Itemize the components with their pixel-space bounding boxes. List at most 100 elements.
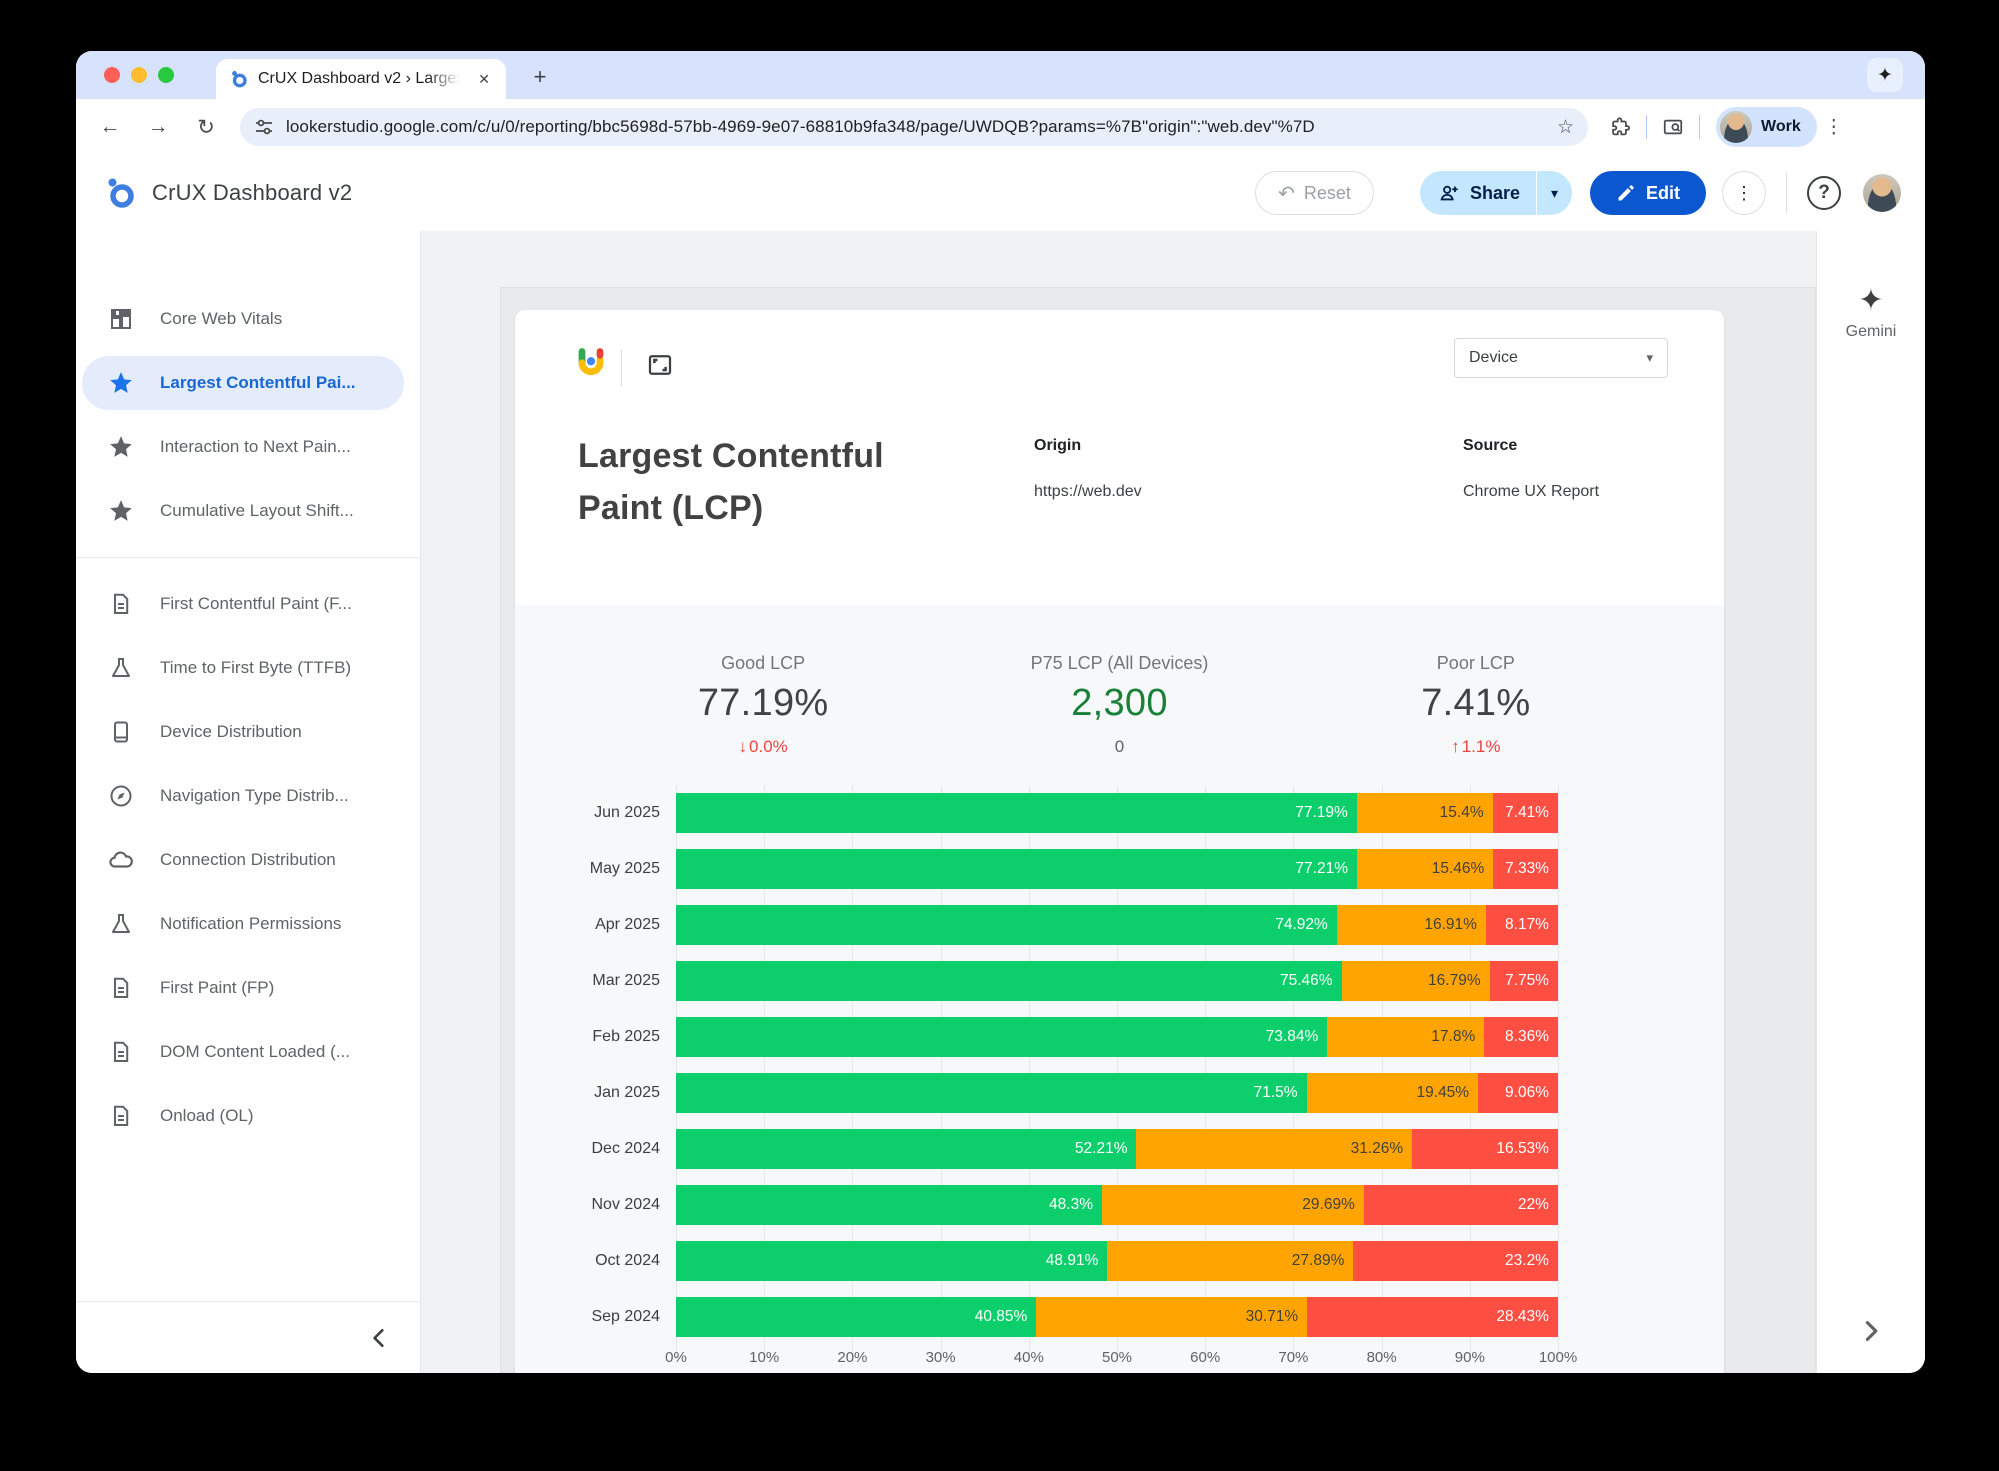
bar-segment-poor[interactable]: 28.43% <box>1307 1297 1558 1337</box>
forward-button[interactable]: → <box>147 115 169 138</box>
bar-segment-poor[interactable]: 8.36% <box>1484 1017 1558 1057</box>
more-options-button[interactable]: ⋮ <box>1722 171 1766 215</box>
bar-segment-needs-improvement[interactable]: 16.91% <box>1336 905 1486 945</box>
bar-segment-needs-improvement[interactable]: 29.69% <box>1102 1185 1364 1225</box>
sidebar-item-first-paint-fp[interactable]: First Paint (FP) <box>76 956 420 1020</box>
bar-segment-poor[interactable]: 22% <box>1363 1185 1558 1225</box>
looker-studio-header: CrUX Dashboard v2 ↶ Reset Share ▾ <box>76 155 1925 231</box>
back-button[interactable]: ← <box>99 115 121 138</box>
close-window-button[interactable] <box>104 67 120 83</box>
bar-row: Nov 2024 48.3% 29.69% 22% <box>592 1185 1558 1225</box>
bar-segment-poor[interactable]: 7.75% <box>1489 961 1558 1001</box>
bar-segment-needs-improvement[interactable]: 17.8% <box>1327 1017 1485 1057</box>
bar-segment-needs-improvement[interactable]: 31.26% <box>1136 1129 1413 1169</box>
reset-button[interactable]: ↶ Reset <box>1255 171 1374 215</box>
sidebar-item-label: Largest Contentful Pai... <box>160 373 356 392</box>
category-label: Jan 2025 <box>594 1084 660 1101</box>
scorecard-good-lcp: Good LCP 77.19% ↓ 0.0% <box>697 653 829 756</box>
source-label: Source <box>1463 437 1518 454</box>
bar-segment-needs-improvement[interactable]: 30.71% <box>1036 1297 1308 1337</box>
gridline <box>676 785 677 1359</box>
x-axis-tick: 0% <box>665 1349 687 1366</box>
account-avatar[interactable] <box>1863 174 1901 212</box>
bar-value-label: 28.43% <box>1496 1308 1549 1325</box>
report-name[interactable]: CrUX Dashboard v2 <box>152 180 353 205</box>
next-page-button[interactable] <box>1817 1319 1925 1343</box>
sidebar-item-connection-distribution[interactable]: Connection Distribution <box>76 828 420 892</box>
browser-tab[interactable]: CrUX Dashboard v2 › Largest ✕ <box>216 59 506 99</box>
origin-value: https://web.dev <box>1034 483 1142 500</box>
share-dropdown-caret-icon[interactable]: ▾ <box>1550 184 1558 201</box>
bar-segment-poor[interactable]: 7.33% <box>1493 849 1558 889</box>
browser-menu-icon[interactable]: ⋮ <box>1824 116 1844 138</box>
bar-segment-good[interactable]: 48.91% <box>676 1241 1108 1281</box>
sidebar-item-onload-ol[interactable]: Onload (OL) <box>76 1084 420 1148</box>
category-label: May 2025 <box>589 860 660 877</box>
bookmark-star-icon[interactable]: ☆ <box>1556 116 1574 138</box>
bar-segment-needs-improvement[interactable]: 15.46% <box>1356 849 1494 889</box>
bar-segment-good[interactable]: 48.3% <box>676 1185 1102 1225</box>
bar-segment-poor[interactable]: 7.41% <box>1492 793 1558 833</box>
sidebar-item-first-contentful-paint-f[interactable]: First Contentful Paint (F... <box>76 572 420 636</box>
new-tab-button[interactable]: + <box>533 64 547 89</box>
bar-segment-good[interactable]: 71.5% <box>676 1073 1307 1113</box>
toolbar-separator <box>1646 115 1647 139</box>
document-icon <box>108 1040 134 1064</box>
sidebar-item-interaction-to-next-pain[interactable]: Interaction to Next Pain... <box>76 415 420 479</box>
bar-segment-needs-improvement[interactable]: 15.4% <box>1356 793 1493 833</box>
bar-value-label: 8.36% <box>1505 1028 1549 1045</box>
maximize-window-button[interactable] <box>158 67 174 83</box>
x-axis-tick: 60% <box>1190 1349 1221 1366</box>
url-text[interactable]: lookerstudio.google.com/c/u/0/reporting/… <box>286 117 1315 136</box>
bar-segment-good[interactable]: 52.21% <box>676 1129 1137 1169</box>
expand-icon[interactable] <box>645 350 675 380</box>
sidebar-item-dom-content-loaded[interactable]: DOM Content Loaded (... <box>76 1020 420 1084</box>
sidebar-item-time-to-first-byte-ttfb[interactable]: Time to First Byte (TTFB) <box>76 636 420 700</box>
tab-organizer-sparkle-icon[interactable]: ✦ <box>1867 58 1903 92</box>
tab-title: CrUX Dashboard v2 › Largest <box>258 70 475 88</box>
sidebar-item-device-distribution[interactable]: Device Distribution <box>76 700 420 764</box>
bar-segment-needs-improvement[interactable]: 16.79% <box>1341 961 1490 1001</box>
bar-value-label: 75.46% <box>1279 972 1333 989</box>
bar-value-label: 73.84% <box>1265 1028 1319 1045</box>
bar-segment-good[interactable]: 40.85% <box>676 1297 1037 1337</box>
search-tabs-icon[interactable] <box>1655 109 1691 145</box>
bar-segment-needs-improvement[interactable]: 19.45% <box>1306 1073 1479 1113</box>
bar-segment-good[interactable]: 75.46% <box>676 961 1342 1001</box>
profile-chip[interactable]: Work <box>1716 107 1817 147</box>
origin-label: Origin <box>1034 437 1082 454</box>
bar-segment-poor[interactable]: 23.2% <box>1353 1241 1558 1281</box>
sidebar-item-cumulative-layout-shift[interactable]: Cumulative Layout Shift... <box>76 479 420 543</box>
help-icon[interactable]: ? <box>1807 176 1841 210</box>
close-tab-icon[interactable]: ✕ <box>478 70 490 87</box>
tab-strip: CrUX Dashboard v2 › Largest ✕ + ✦ <box>76 51 1925 99</box>
share-button[interactable]: Share ▾ <box>1419 171 1572 215</box>
sidebar-item-label: First Paint (FP) <box>160 978 275 997</box>
gridline <box>1028 785 1030 1359</box>
collapse-sidebar-button[interactable] <box>370 1327 388 1349</box>
gemini-sparkle-icon[interactable]: ✦ <box>1858 284 1884 317</box>
url-bar[interactable]: lookerstudio.google.com/c/u/0/reporting/… <box>240 108 1588 146</box>
compass-icon <box>108 784 134 808</box>
sidebar-item-core-web-vitals[interactable]: Core Web Vitals <box>76 287 420 351</box>
bar-segment-poor[interactable]: 16.53% <box>1412 1129 1558 1169</box>
bar-segment-needs-improvement[interactable]: 27.89% <box>1107 1241 1354 1281</box>
reload-button[interactable]: ↻ <box>197 115 215 139</box>
cloud-icon <box>108 847 134 873</box>
extensions-icon[interactable] <box>1602 109 1638 145</box>
sidebar-item-navigation-type-distrib[interactable]: Navigation Type Distrib... <box>76 764 420 828</box>
bar-segment-good[interactable]: 73.84% <box>676 1017 1328 1057</box>
sidebar-item-notification-permissions[interactable]: Notification Permissions <box>76 892 420 956</box>
bar-segment-poor[interactable]: 9.06% <box>1478 1073 1558 1113</box>
site-settings-icon[interactable] <box>254 117 274 137</box>
bar-segment-good[interactable]: 74.92% <box>676 905 1337 945</box>
bar-segment-poor[interactable]: 8.17% <box>1485 905 1558 945</box>
edit-button[interactable]: Edit <box>1590 171 1706 215</box>
bar-segment-good[interactable]: 77.21% <box>676 849 1357 889</box>
device-filter-dropdown[interactable]: Device ▾ <box>1454 338 1668 378</box>
bar-segment-good[interactable]: 77.19% <box>676 793 1357 833</box>
minimize-window-button[interactable] <box>131 67 147 83</box>
bar-value-label: 77.21% <box>1295 860 1348 877</box>
sidebar-item-largest-contentful-pai[interactable]: Largest Contentful Pai... <box>76 351 420 415</box>
pages-sidebar: Core Web Vitals Largest Contentful Pai...… <box>76 231 421 1373</box>
